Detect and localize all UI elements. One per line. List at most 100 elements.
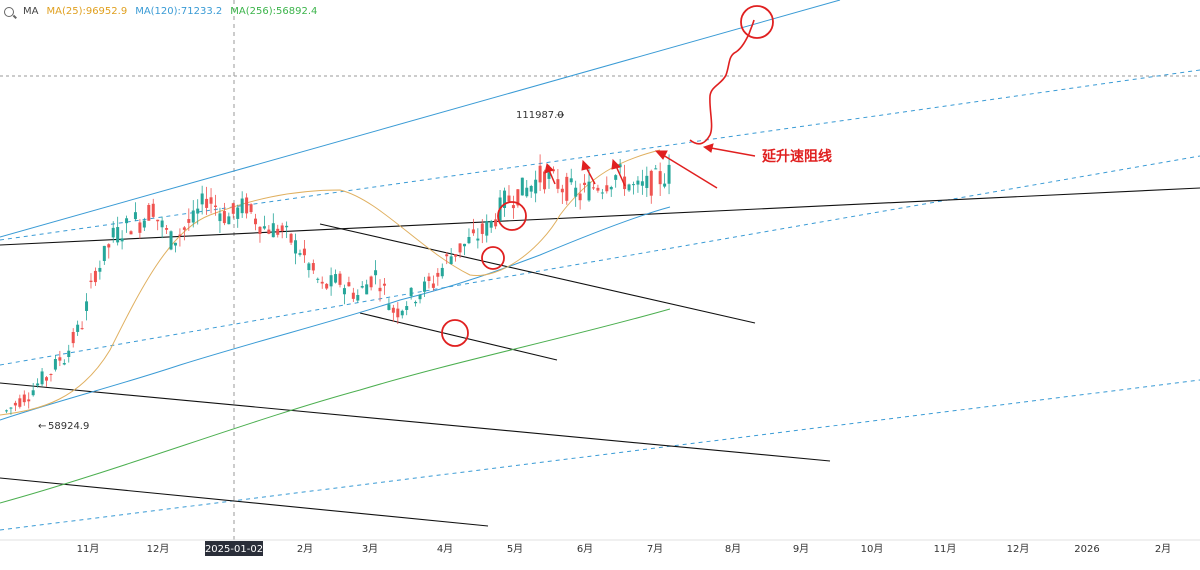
annotation-arrows	[544, 143, 756, 189]
candle-body	[173, 242, 177, 246]
candle-body	[382, 283, 386, 286]
candle-body	[618, 164, 622, 168]
candle-body	[245, 197, 249, 214]
projected-path	[689, 19, 755, 145]
resistance-label: 延升速阻线	[761, 148, 832, 165]
candle-body	[489, 220, 493, 228]
candle-body	[325, 283, 329, 289]
candle-body	[80, 328, 84, 330]
candle-body	[76, 324, 80, 332]
candle-body	[160, 220, 164, 228]
x-tick-label: 2月	[297, 543, 313, 555]
candle-body	[667, 164, 671, 184]
candle-body	[307, 263, 311, 271]
candle-body	[209, 197, 213, 204]
candle-body	[169, 231, 173, 250]
candle-body	[213, 205, 217, 208]
candle-body	[182, 227, 186, 230]
candle-body	[347, 282, 351, 287]
candle-body	[156, 219, 160, 222]
candle-body	[102, 245, 106, 261]
candle-body	[316, 278, 320, 280]
candle-body	[151, 203, 155, 217]
highlight-circle-breakout	[481, 246, 505, 270]
trendline-long-2	[0, 477, 489, 527]
candle-body	[649, 170, 653, 196]
candle-body	[405, 306, 409, 310]
x-tick-label: 2月	[1155, 543, 1171, 555]
ma120-line	[0, 206, 671, 421]
candle-body	[236, 207, 240, 219]
candle-body	[276, 228, 280, 235]
candle-body	[538, 165, 542, 183]
candle-body	[587, 181, 591, 201]
candle-body	[565, 176, 569, 201]
candle-body	[116, 227, 120, 243]
candle-body	[165, 228, 169, 230]
candle-body	[107, 244, 111, 248]
candle-body	[436, 272, 440, 277]
candle-body	[302, 248, 306, 256]
candle-body	[36, 383, 40, 386]
candle-body	[267, 229, 271, 234]
candle-body	[645, 175, 649, 188]
candle-body	[463, 243, 467, 247]
x-tick-label: 8月	[725, 543, 741, 555]
candle-body	[454, 254, 458, 257]
candle-body	[98, 267, 102, 272]
candle-body	[18, 398, 22, 407]
candle-body	[640, 181, 644, 186]
x-tick-highlight	[205, 541, 263, 556]
candle-body	[431, 283, 435, 288]
candle-body	[471, 229, 475, 234]
candle-body	[58, 357, 62, 361]
candle-body	[427, 276, 431, 281]
low-price-arrow: ←	[38, 421, 46, 432]
highlight-circle-retest	[497, 201, 527, 231]
candle-body	[338, 273, 342, 285]
channel-dashed-1	[0, 69, 1200, 241]
candle-body	[222, 211, 226, 224]
candle-body	[240, 198, 244, 214]
candle-body	[320, 281, 324, 284]
candle-body	[342, 288, 346, 295]
x-tick-label: 11月	[934, 543, 957, 555]
candle-body	[631, 184, 635, 186]
candle-body	[663, 183, 667, 187]
candle-body	[614, 175, 618, 180]
candle-body	[231, 203, 235, 214]
candle-body	[534, 179, 538, 194]
trendline-horizontal	[0, 187, 1200, 246]
candle-body	[178, 234, 182, 237]
candle-body	[45, 377, 49, 381]
candle-body	[591, 187, 595, 189]
candle-body	[476, 238, 480, 241]
candle-body	[543, 171, 547, 190]
x-tick-label: 2025-01-02	[205, 544, 263, 555]
search-icon[interactable]	[4, 6, 14, 17]
candle-body	[525, 187, 529, 197]
candle-body	[596, 187, 600, 191]
candle-body	[609, 186, 613, 190]
x-tick-label: 2026	[1074, 544, 1099, 555]
candle-body	[445, 254, 449, 257]
candle-body	[111, 227, 115, 238]
candle-body	[67, 350, 71, 357]
candle-body	[480, 223, 484, 234]
candle-body	[396, 308, 400, 318]
candle-body	[129, 231, 133, 235]
x-tick-label: 11月	[77, 543, 100, 555]
x-tick-label: 3月	[362, 543, 378, 555]
candle-body	[560, 188, 564, 193]
x-tick-label: 6月	[577, 543, 593, 555]
candle-body	[133, 212, 137, 220]
candle-body	[600, 192, 604, 194]
candle-body	[125, 218, 129, 224]
candle-body	[93, 270, 97, 283]
candle-body	[503, 190, 507, 209]
candle-body	[22, 394, 26, 403]
candle-body	[71, 331, 75, 344]
candle-body	[374, 270, 378, 276]
